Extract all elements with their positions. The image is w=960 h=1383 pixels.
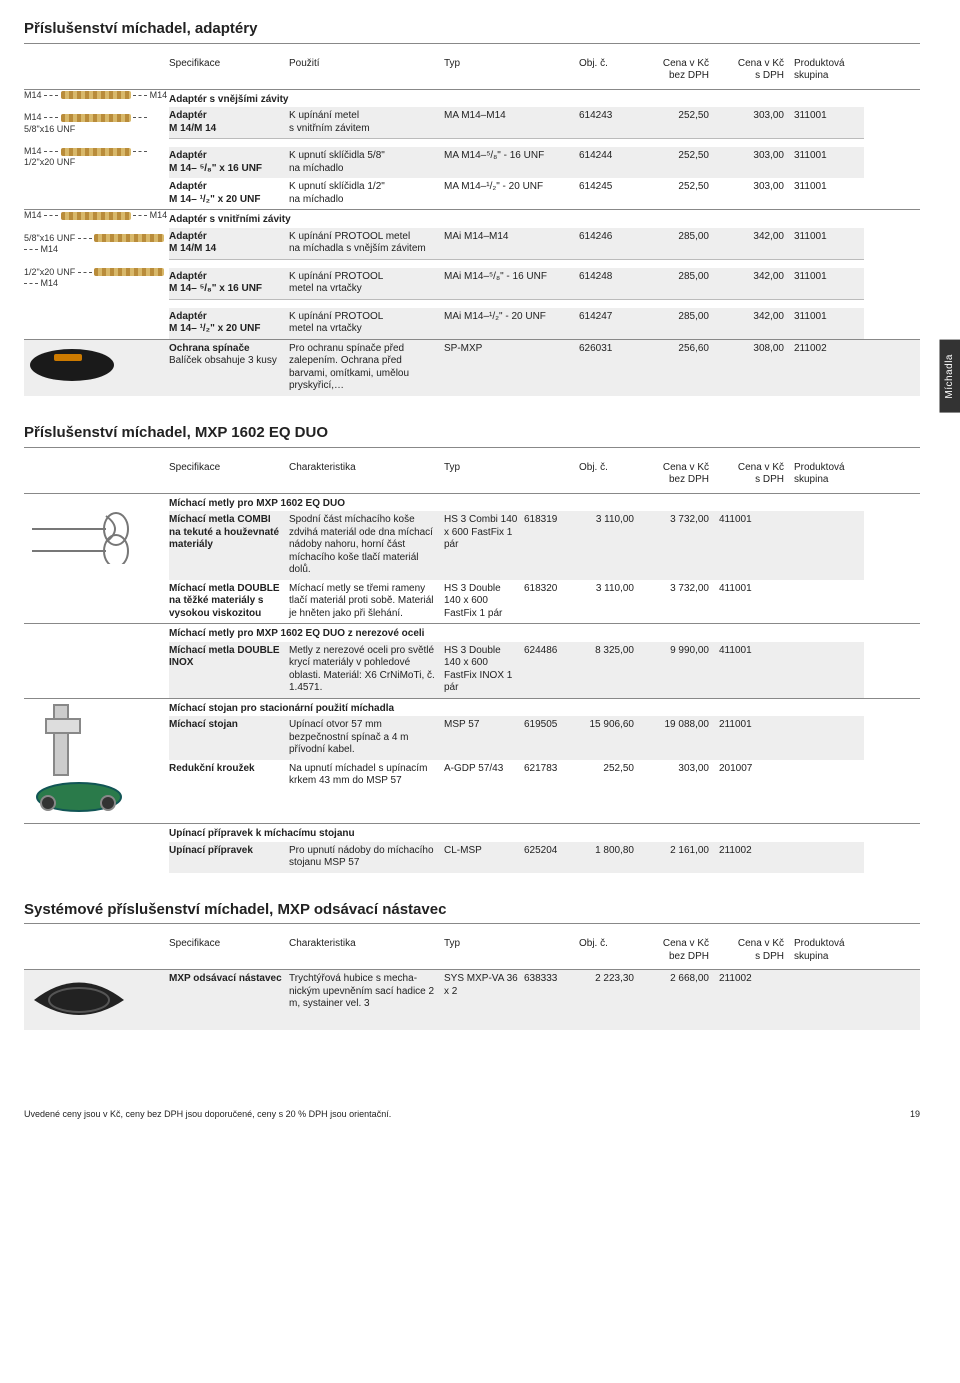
table-header: Specifikace Použití Typ Obj. č. Cena v K… bbox=[24, 54, 920, 90]
col-obj: Obj. č. bbox=[579, 58, 644, 71]
col-cena-bez: Cena v Kčbez DPH bbox=[644, 58, 719, 83]
group-heading: Adaptér s vnějšími závity bbox=[169, 90, 864, 108]
table-row: Míchací stojan Upínací otvor 57 mm bezpe… bbox=[169, 716, 864, 760]
group-heading: Upínací přípravek k míchacímu stojanu bbox=[169, 824, 864, 842]
switch-cover-icon bbox=[24, 340, 169, 396]
group-heading: Míchací metly pro MXP 1602 EQ DUO bbox=[169, 494, 864, 512]
table-row: Upínací přípravek Pro upnutí nádoby do m… bbox=[169, 842, 864, 873]
whisk-icon bbox=[24, 494, 169, 624]
page-number: 19 bbox=[910, 1109, 920, 1120]
adapter-diagram: M14 M14 5/8"x16 UNF M14 1/2"x20 UNF M14 bbox=[24, 210, 169, 289]
group-heading: Míchací stojan pro stacionární použití m… bbox=[169, 699, 864, 717]
footer-note: Uvedené ceny jsou v Kč, ceny bez DPH jso… bbox=[24, 1109, 391, 1120]
col-cena-s: Cena v Kčs DPH bbox=[719, 58, 794, 83]
col-skupina: Produktováskupina bbox=[794, 58, 864, 83]
table-header: Specifikace Charakteristika Typ Obj. č. … bbox=[24, 934, 920, 970]
table-row: AdaptérM 14– ¹/₂" x 20 UNF K upínání PRO… bbox=[169, 308, 864, 339]
col-use: Použití bbox=[289, 58, 444, 71]
section-title: Příslušenství míchadel, MXP 1602 EQ DUO bbox=[24, 424, 920, 448]
section-vacuum: Systémové příslušenství míchadel, MXP od… bbox=[24, 901, 920, 1030]
table-row: Ochrana spínačeBalíček obsahuje 3 kusy P… bbox=[169, 340, 864, 396]
col-typ: Typ bbox=[444, 58, 579, 71]
adapter-diagram: M14 M14 M14 5/8"x16 UNF M14 1/2"x20 UNF bbox=[24, 90, 169, 169]
table-row: Míchací metla DOUBLE INOX Metly z nerezo… bbox=[169, 642, 864, 698]
section-title: Systémové příslušenství míchadel, MXP od… bbox=[24, 901, 920, 925]
table-row: Míchací metla DOUBLE na těžké materiály … bbox=[169, 580, 864, 624]
side-tab: Míchadla bbox=[940, 340, 960, 413]
table-row: MXP odsávací nástavec Trychtýřová hubice… bbox=[169, 970, 864, 1014]
group-heading: Adaptér s vnitřními závity bbox=[169, 210, 864, 228]
section-adapters: Příslušenství míchadel, adaptéry Specifi… bbox=[24, 20, 920, 396]
table-row: AdaptérM 14/M 14 K upínání metels vnitřn… bbox=[169, 107, 864, 139]
section-mxp-duo: Příslušenství míchadel, MXP 1602 EQ DUO … bbox=[24, 424, 920, 873]
table-row: AdaptérM 14– ⁵/₈" x 16 UNF K upnutí sklí… bbox=[169, 147, 864, 178]
mixer-stand-icon bbox=[24, 699, 169, 824]
page-footer: Uvedené ceny jsou v Kč, ceny bez DPH jso… bbox=[24, 1109, 920, 1120]
table-row: AdaptérM 14– ¹/₂" x 20 UNF K upnutí sklí… bbox=[169, 178, 864, 209]
hose-icon bbox=[24, 970, 169, 1030]
table-row: Míchací metla COMBI na tekuté a houževna… bbox=[169, 511, 864, 580]
table-row: Redukční kroužek Na upnutí míchadel s up… bbox=[169, 760, 864, 791]
table-row: AdaptérM 14/M 14 K upínání PROTOOL metel… bbox=[169, 228, 864, 260]
col-spec: Specifikace bbox=[169, 58, 289, 71]
table-row: AdaptérM 14– ⁵/₈" x 16 UNF K upínání PRO… bbox=[169, 268, 864, 300]
table-header: Specifikace Charakteristika Typ Obj. č. … bbox=[24, 458, 920, 494]
group-heading: Míchací metly pro MXP 1602 EQ DUO z nere… bbox=[169, 624, 864, 642]
section-title: Příslušenství míchadel, adaptéry bbox=[24, 20, 920, 44]
